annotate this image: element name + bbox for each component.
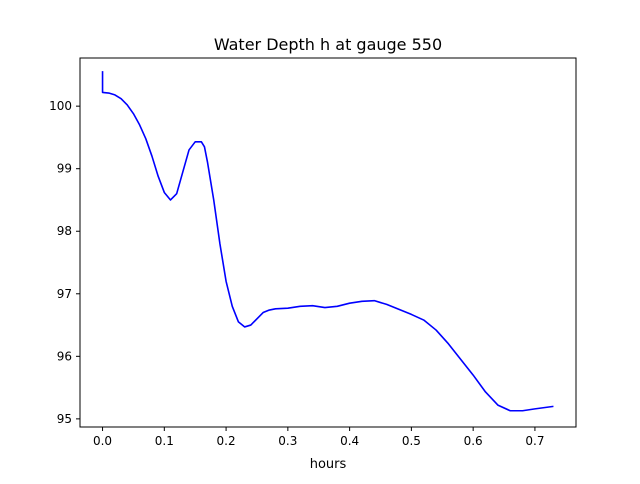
- y-tick-label: 95: [57, 412, 72, 426]
- axes-layer: 0.0 0.1 0.2 0.3 0.4 0.5 0.6 0.7 95 96 97 98 99 100: [49, 57, 577, 448]
- x-tick-label: 0.5: [402, 434, 421, 448]
- series-line-0: [101, 71, 554, 412]
- x-tick-label: 0.4: [340, 434, 359, 448]
- x-tick-label: 0.3: [278, 434, 297, 448]
- x-tick-label: 0.7: [525, 434, 544, 448]
- x-tick-label: 0.1: [155, 434, 174, 448]
- plot-layer: [101, 71, 554, 412]
- chart-title: Water Depth h at gauge 550: [214, 35, 442, 54]
- x-tick-label: 0.2: [217, 434, 236, 448]
- plot-frame: [79, 57, 577, 428]
- y-tick-label: 100: [49, 99, 72, 113]
- y-tick-label: 98: [57, 224, 72, 238]
- y-tick-label: 96: [57, 349, 72, 363]
- x-tick-label: 0.6: [464, 434, 483, 448]
- y-tick-label: 99: [57, 162, 72, 176]
- x-axis-label: hours: [310, 457, 347, 472]
- x-tick-label: 0.0: [93, 434, 112, 448]
- y-tick-label: 97: [57, 287, 72, 301]
